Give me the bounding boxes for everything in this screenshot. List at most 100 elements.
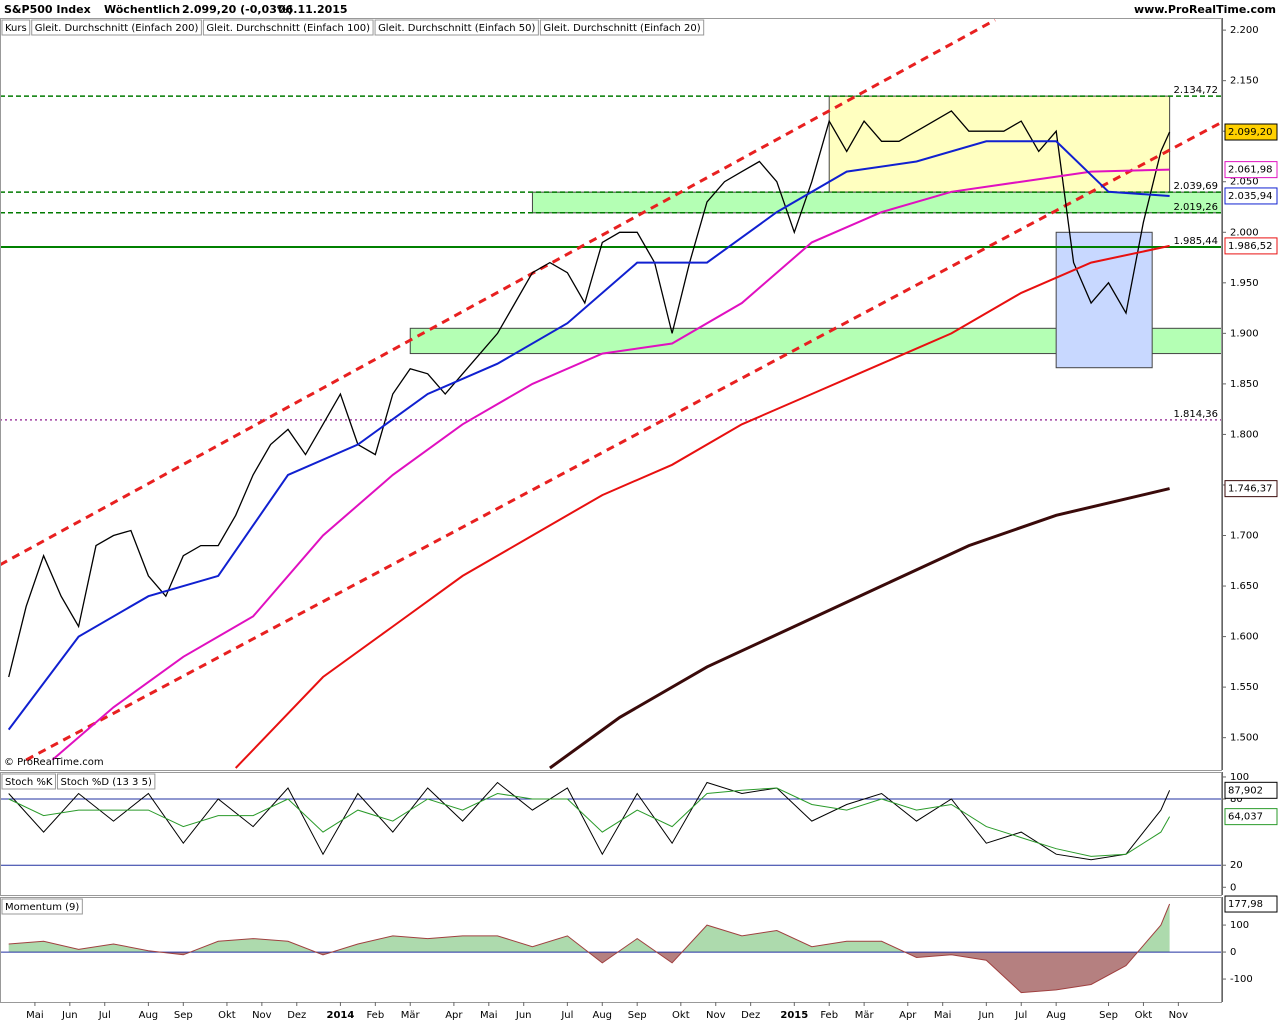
x-tick-label: Aug [593,1010,613,1021]
x-tick-label: Mai [934,1010,952,1021]
series-line [549,487,1170,770]
legend-box [1,19,31,36]
x-tick-label: Mai [480,1010,498,1021]
legend-entry: Gleit. Durchschnitt (Einfach 100) [206,23,370,34]
zone [531,191,1222,214]
x-tick-label: Apr [899,1010,917,1021]
x-tick-label: Aug [1046,1010,1066,1021]
y-tick-label: 80 [1230,794,1243,805]
series-line [7,140,1170,731]
series-line [8,781,1171,861]
last-value-box [1224,781,1278,799]
series-line [8,787,1171,857]
x-tick-label: Okt [218,1010,236,1021]
x-tick-label: Feb [820,1010,838,1021]
y-tick-label: 2.050 [1230,177,1259,188]
x-tick-label: 2015 [780,1010,808,1021]
legend-box [31,19,202,36]
trend-line [25,120,1222,762]
last-value-box [1224,480,1278,498]
x-tick-label: Nov [706,1010,726,1021]
x-tick-label: Dez [287,1010,306,1021]
series-line [51,168,1170,761]
x-tick-label: Feb [366,1010,384,1021]
copyright: © ProRealTime.com [4,757,104,768]
last-value-box [1224,237,1278,255]
y-tick-label: 1.650 [1230,581,1259,592]
y-tick-label: 2.150 [1230,76,1259,87]
x-tick-label: Jul [1014,1010,1027,1021]
legend-entry: Momentum (9) [5,902,79,913]
x-tick-label: Nov [252,1010,272,1021]
series-line [234,244,1170,769]
area-positive [8,904,1170,953]
last-value-label: 2.061,98 [1228,165,1273,176]
legend-entry: Stoch %K [5,777,53,788]
x-tick-label: Mär [401,1010,421,1021]
x-tick-label: Sep [1099,1010,1118,1021]
y-tick-label: 2.200 [1230,25,1259,36]
last-value-label: 1.986,52 [1228,241,1273,252]
legend-box [374,19,539,36]
last-value-label: 64,037 [1228,812,1263,823]
area-negative [160,952,1138,993]
level-label: 1.985,44 [1173,236,1218,247]
x-tick-label: Jun [515,1010,532,1021]
y-tick-label: 1.600 [1230,632,1259,643]
legend-entry: Gleit. Durchschnitt (Einfach 20) [543,23,700,34]
level-label: 2.039,69 [1173,181,1218,192]
level-label: 2.134,72 [1173,85,1218,96]
trend-line [0,18,996,567]
y-tick-label: 1.700 [1230,531,1259,542]
legend-entry: Gleit. Durchschnitt (Einfach 50) [378,23,535,34]
legend-entry: Stoch %D (13 3 5) [60,777,151,788]
x-tick-label: Dez [741,1010,760,1021]
x-tick-label: 2014 [326,1010,354,1021]
panel-frame [0,897,1222,1003]
x-tick-label: Mai [26,1010,44,1021]
y-tick-label: -100 [1230,974,1253,985]
y-tick-label: 1.800 [1230,429,1259,440]
y-tick-label: 100 [1230,772,1249,783]
y-tick-label: 1.850 [1230,379,1259,390]
x-tick-label: Okt [672,1010,690,1021]
y-tick-label: 0 [1230,882,1236,893]
legend-box [202,19,374,36]
x-tick-label: Jul [98,1010,111,1021]
x-tick-label: Nov [1169,1010,1189,1021]
last-value-label: 1.746,37 [1228,484,1273,495]
x-tick-label: Aug [139,1010,159,1021]
y-tick-label: 20 [1230,860,1243,871]
last-value-box [1224,123,1278,141]
plot-area [0,781,1222,866]
last-value-box [1224,161,1278,179]
date: 06.11.2015 [278,3,348,16]
quote: 2.099,20 (-0,03%) [182,3,293,16]
y-tick-label: 100 [1230,920,1249,931]
x-tick-label: Jul [560,1010,573,1021]
legend-box [1,898,83,915]
x-tick-label: Apr [445,1010,463,1021]
level-label: 2.019,26 [1173,202,1218,213]
y-tick-label: 1.550 [1230,682,1259,693]
source: www.ProRealTime.com [1134,3,1276,16]
level-label: 1.814,36 [1173,409,1218,420]
chart-title: S&P500 Index [4,3,91,16]
y-tick-label: 0 [1230,947,1236,958]
last-value-box [1224,808,1278,826]
last-value-box [1224,895,1278,913]
y-tick-label: 1.500 [1230,733,1259,744]
plot-area [0,18,1222,770]
chart-subtitle: Wöchentlich [104,3,180,16]
x-tick-label: Okt [1135,1010,1153,1021]
legend-box [539,19,705,36]
x-tick-label: Jun [61,1010,78,1021]
series-line [8,903,1171,994]
last-value-label: 2.099,20 [1228,127,1273,138]
last-value-label: 87,902 [1228,785,1263,796]
legend-box [1,773,56,790]
zone [1055,231,1153,369]
x-tick-label: Mär [855,1010,875,1021]
legend-entry: Kurs [5,23,27,34]
